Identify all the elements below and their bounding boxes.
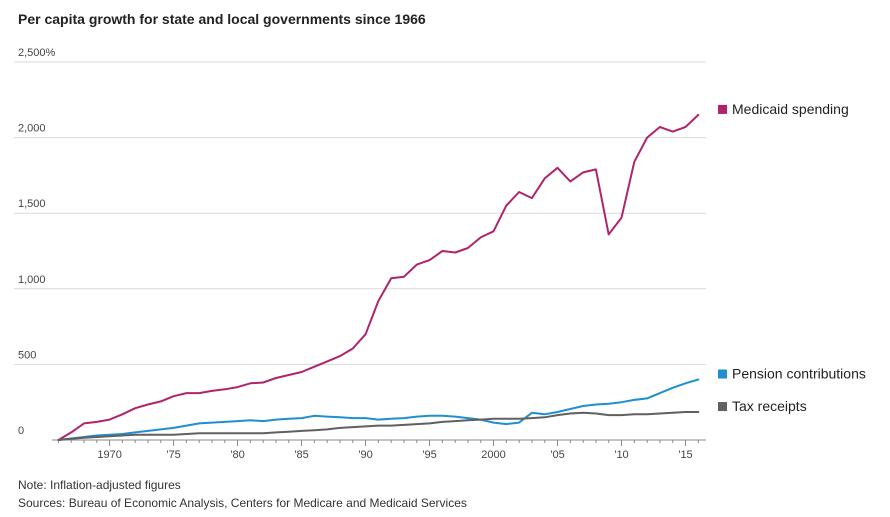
legend-label: Tax receipts bbox=[732, 398, 807, 414]
y-tick-label: 500 bbox=[18, 349, 36, 361]
legend-label: Medicaid spending bbox=[732, 101, 849, 117]
legend-swatch bbox=[718, 104, 727, 114]
y-tick-label: 1,000 bbox=[18, 274, 46, 286]
x-tick-label: '80 bbox=[230, 449, 244, 461]
x-tick-label: '85 bbox=[294, 449, 308, 461]
x-tick-label: 1970 bbox=[97, 449, 121, 461]
series-line-tax-receipts bbox=[57, 411, 700, 441]
legend-swatch bbox=[718, 402, 727, 412]
legend: Medicaid spending Pension contributions Ta… bbox=[718, 101, 866, 414]
x-tick-label: '75 bbox=[166, 449, 180, 461]
chart-title: Per capita growth for state and local go… bbox=[18, 11, 426, 27]
series-lines bbox=[57, 113, 700, 441]
chart-sources: Sources: Bureau of Economic Analysis, Ce… bbox=[18, 496, 467, 510]
y-axis-tick-labels: 0 500 1,000 1,500 2,000 2,500% bbox=[18, 47, 56, 437]
x-tick-label: '15 bbox=[678, 449, 692, 461]
series-line-medicaid-spending bbox=[57, 113, 700, 441]
x-axis: 1970 '75 '80 '85 '90 '95 2000 '05 '10 '15 bbox=[52, 439, 706, 461]
legend-label: Pension contributions bbox=[732, 366, 866, 382]
y-tick-label: 2,000 bbox=[18, 123, 46, 135]
x-tick-label: '90 bbox=[358, 449, 372, 461]
y-tick-label: 1,500 bbox=[18, 198, 46, 210]
legend-swatch bbox=[718, 369, 727, 379]
x-tick-label: 2000 bbox=[481, 449, 505, 461]
line-chart: 0 500 1,000 1,500 2,000 2,500% 1970 '75 '80 '85 '… bbox=[14, 47, 866, 461]
chart-note: Note: Inflation-adjusted figures bbox=[18, 478, 181, 492]
y-tick-label: 0 bbox=[18, 425, 24, 437]
grid-lines bbox=[14, 61, 706, 365]
x-tick-label: '10 bbox=[614, 449, 628, 461]
series-line-pension-contributions bbox=[57, 378, 700, 441]
y-tick-label: 2,500% bbox=[18, 47, 56, 59]
legend-item-tax-receipts: Tax receipts bbox=[718, 398, 807, 414]
legend-item-medicaid-spending: Medicaid spending bbox=[718, 101, 849, 117]
legend-item-pension-contributions: Pension contributions bbox=[718, 366, 866, 382]
x-tick-label: '05 bbox=[550, 449, 564, 461]
x-tick-label: '95 bbox=[422, 449, 436, 461]
